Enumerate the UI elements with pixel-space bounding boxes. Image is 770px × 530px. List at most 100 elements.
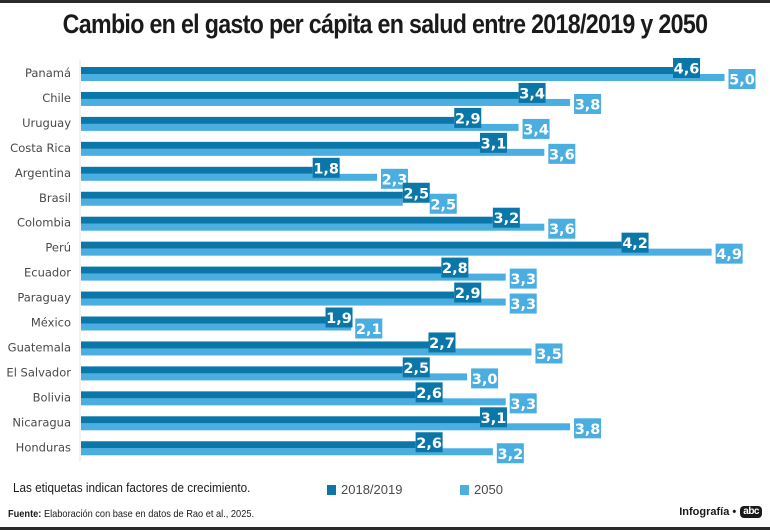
source-line: Fuente: Elaboración con base en datos de… (8, 508, 254, 520)
label-box-2018-2019-ecuador (441, 257, 469, 278)
label-box-2050-honduras (496, 443, 524, 464)
legend-item-2018-2019: 2018/2019 (327, 482, 402, 497)
legend-label-2018-2019: 2018/2019 (341, 482, 403, 497)
data-label-2050-nicaragua: 3,8 (575, 422, 601, 438)
category-label-nicaragua: Nicaragua (12, 415, 71, 429)
source-label: Fuente: (8, 508, 42, 520)
data-label-2018-2019-costa-rica: 3,1 (481, 136, 507, 152)
bar-2050-honduras (81, 448, 493, 456)
bottom-rule (0, 527, 770, 530)
data-label-2018-2019-honduras: 2,6 (416, 436, 442, 452)
label-box-2018-2019-argentina (312, 157, 340, 178)
category-label-colombia: Colombia (17, 216, 71, 230)
label-box-2050-bolivia (509, 393, 537, 414)
bar-2050-mexico (81, 323, 352, 331)
bar-2018-2019-peru (81, 241, 622, 249)
label-box-2050-nicaragua (574, 418, 602, 439)
category-label-peru: Perú (45, 241, 71, 255)
legend-label-2050: 2050 (474, 482, 503, 497)
label-box-2050-brasil (429, 193, 457, 214)
data-label-2018-2019-colombia: 3,2 (493, 211, 519, 227)
bar-2018-2019-el-salvador (81, 366, 403, 374)
bar-2050-paraguay (81, 298, 506, 306)
category-label-honduras: Honduras (16, 440, 71, 454)
label-box-2018-2019-nicaragua (479, 407, 507, 428)
label-box-2050-panama (728, 69, 756, 89)
label-box-2050-uruguay (522, 118, 550, 139)
label-box-2050-colombia (548, 218, 576, 239)
data-label-2018-2019-nicaragua: 3,1 (481, 411, 507, 427)
bar-2018-2019-panama (81, 67, 674, 74)
bar-2018-2019-costa-rica (81, 141, 480, 149)
bar-2050-el-salvador (81, 373, 468, 381)
bar-2018-2019-bolivia (81, 391, 416, 399)
bar-2050-ecuador (81, 273, 506, 281)
data-label-2018-2019-peru: 4,2 (622, 236, 648, 252)
data-label-2050-peru: 4,9 (716, 247, 742, 263)
bar-2018-2019-mexico (81, 316, 326, 324)
bar-2018-2019-ecuador (81, 266, 442, 274)
category-label-argentina: Argentina (15, 166, 71, 180)
label-box-2050-guatemala (535, 343, 563, 364)
bar-2018-2019-nicaragua (81, 416, 480, 424)
data-label-2018-2019-uruguay: 2,9 (455, 111, 481, 127)
data-label-2018-2019-el-salvador: 2,5 (403, 361, 429, 377)
label-box-2018-2019-costa-rica (479, 132, 507, 153)
data-label-2018-2019-bolivia: 2,6 (416, 386, 442, 402)
data-label-2050-bolivia: 3,3 (510, 397, 536, 413)
label-box-2050-peru (715, 243, 743, 264)
data-label-2050-colombia: 3,6 (549, 222, 575, 238)
data-label-2018-2019-argentina: 1,8 (313, 161, 339, 177)
bar-2050-colombia (81, 223, 545, 231)
data-label-2018-2019-paraguay: 2,9 (455, 286, 481, 302)
category-label-uruguay: Uruguay (22, 116, 71, 130)
label-box-2018-2019-brasil (402, 182, 430, 203)
data-label-2018-2019-ecuador: 2,8 (442, 261, 468, 277)
bar-2050-chile (81, 98, 571, 106)
label-box-2050-el-salvador (471, 368, 499, 389)
data-label-2018-2019-panama: 4,6 (674, 62, 700, 78)
bar-2050-guatemala (81, 348, 532, 356)
category-label-el-salvador: El Salvador (6, 365, 71, 379)
credit: Infografía • abc (679, 506, 762, 518)
data-label-2050-panama: 5,0 (729, 73, 755, 89)
label-box-2018-2019-honduras (415, 432, 443, 453)
category-label-chile: Chile (42, 91, 71, 105)
source-text: Elaboración con base en datos de Rao et … (41, 508, 255, 520)
bar-2050-argentina (81, 173, 378, 181)
category-label-paraguay: Paraguay (17, 291, 71, 305)
bar-2018-2019-argentina (81, 166, 313, 174)
bar-2050-panama (81, 74, 725, 81)
label-box-2018-2019-guatemala (428, 332, 456, 353)
category-label-costa-rica: Costa Rica (10, 141, 71, 155)
bar-2018-2019-honduras (81, 441, 416, 449)
data-label-2018-2019-mexico: 1,9 (326, 311, 352, 327)
data-label-2050-brasil: 2,5 (430, 197, 456, 213)
legend-swatch-2018-2019 (327, 484, 336, 495)
bar-2050-brasil (81, 198, 403, 206)
label-box-2050-costa-rica (548, 143, 576, 164)
label-box-2050-mexico (355, 318, 383, 339)
bar-2018-2019-chile (81, 91, 519, 99)
bar-chart: Panamá 4,6 5,0 Chile 3,4 3,8 Uruguay 2,9 3,4 Cost… (6, 58, 756, 464)
bar-2050-bolivia (81, 398, 506, 406)
label-box-2050-argentina (381, 168, 409, 189)
label-box-2018-2019-el-salvador (402, 357, 430, 378)
label-box-2018-2019-mexico (325, 307, 353, 328)
bar-2050-costa-rica (81, 148, 545, 156)
data-label-2050-el-salvador: 3,0 (472, 372, 498, 388)
label-box-2018-2019-chile (518, 82, 546, 103)
legend-swatch-2050 (460, 484, 469, 495)
bar-2018-2019-brasil (81, 191, 403, 199)
category-label-panama: Panamá (25, 66, 71, 80)
bar-2050-uruguay (81, 123, 519, 131)
data-label-2018-2019-guatemala: 2,7 (429, 336, 455, 352)
data-label-2050-honduras: 3,2 (497, 447, 523, 463)
label-box-2018-2019-uruguay (454, 107, 482, 128)
label-box-2018-2019-panama (673, 58, 701, 78)
bar-2018-2019-guatemala (81, 341, 429, 349)
data-label-2050-costa-rica: 3,6 (549, 147, 575, 163)
data-label-2050-mexico: 2,1 (356, 322, 382, 338)
category-label-mexico: México (31, 316, 71, 330)
category-label-guatemala: Guatemala (8, 340, 71, 354)
